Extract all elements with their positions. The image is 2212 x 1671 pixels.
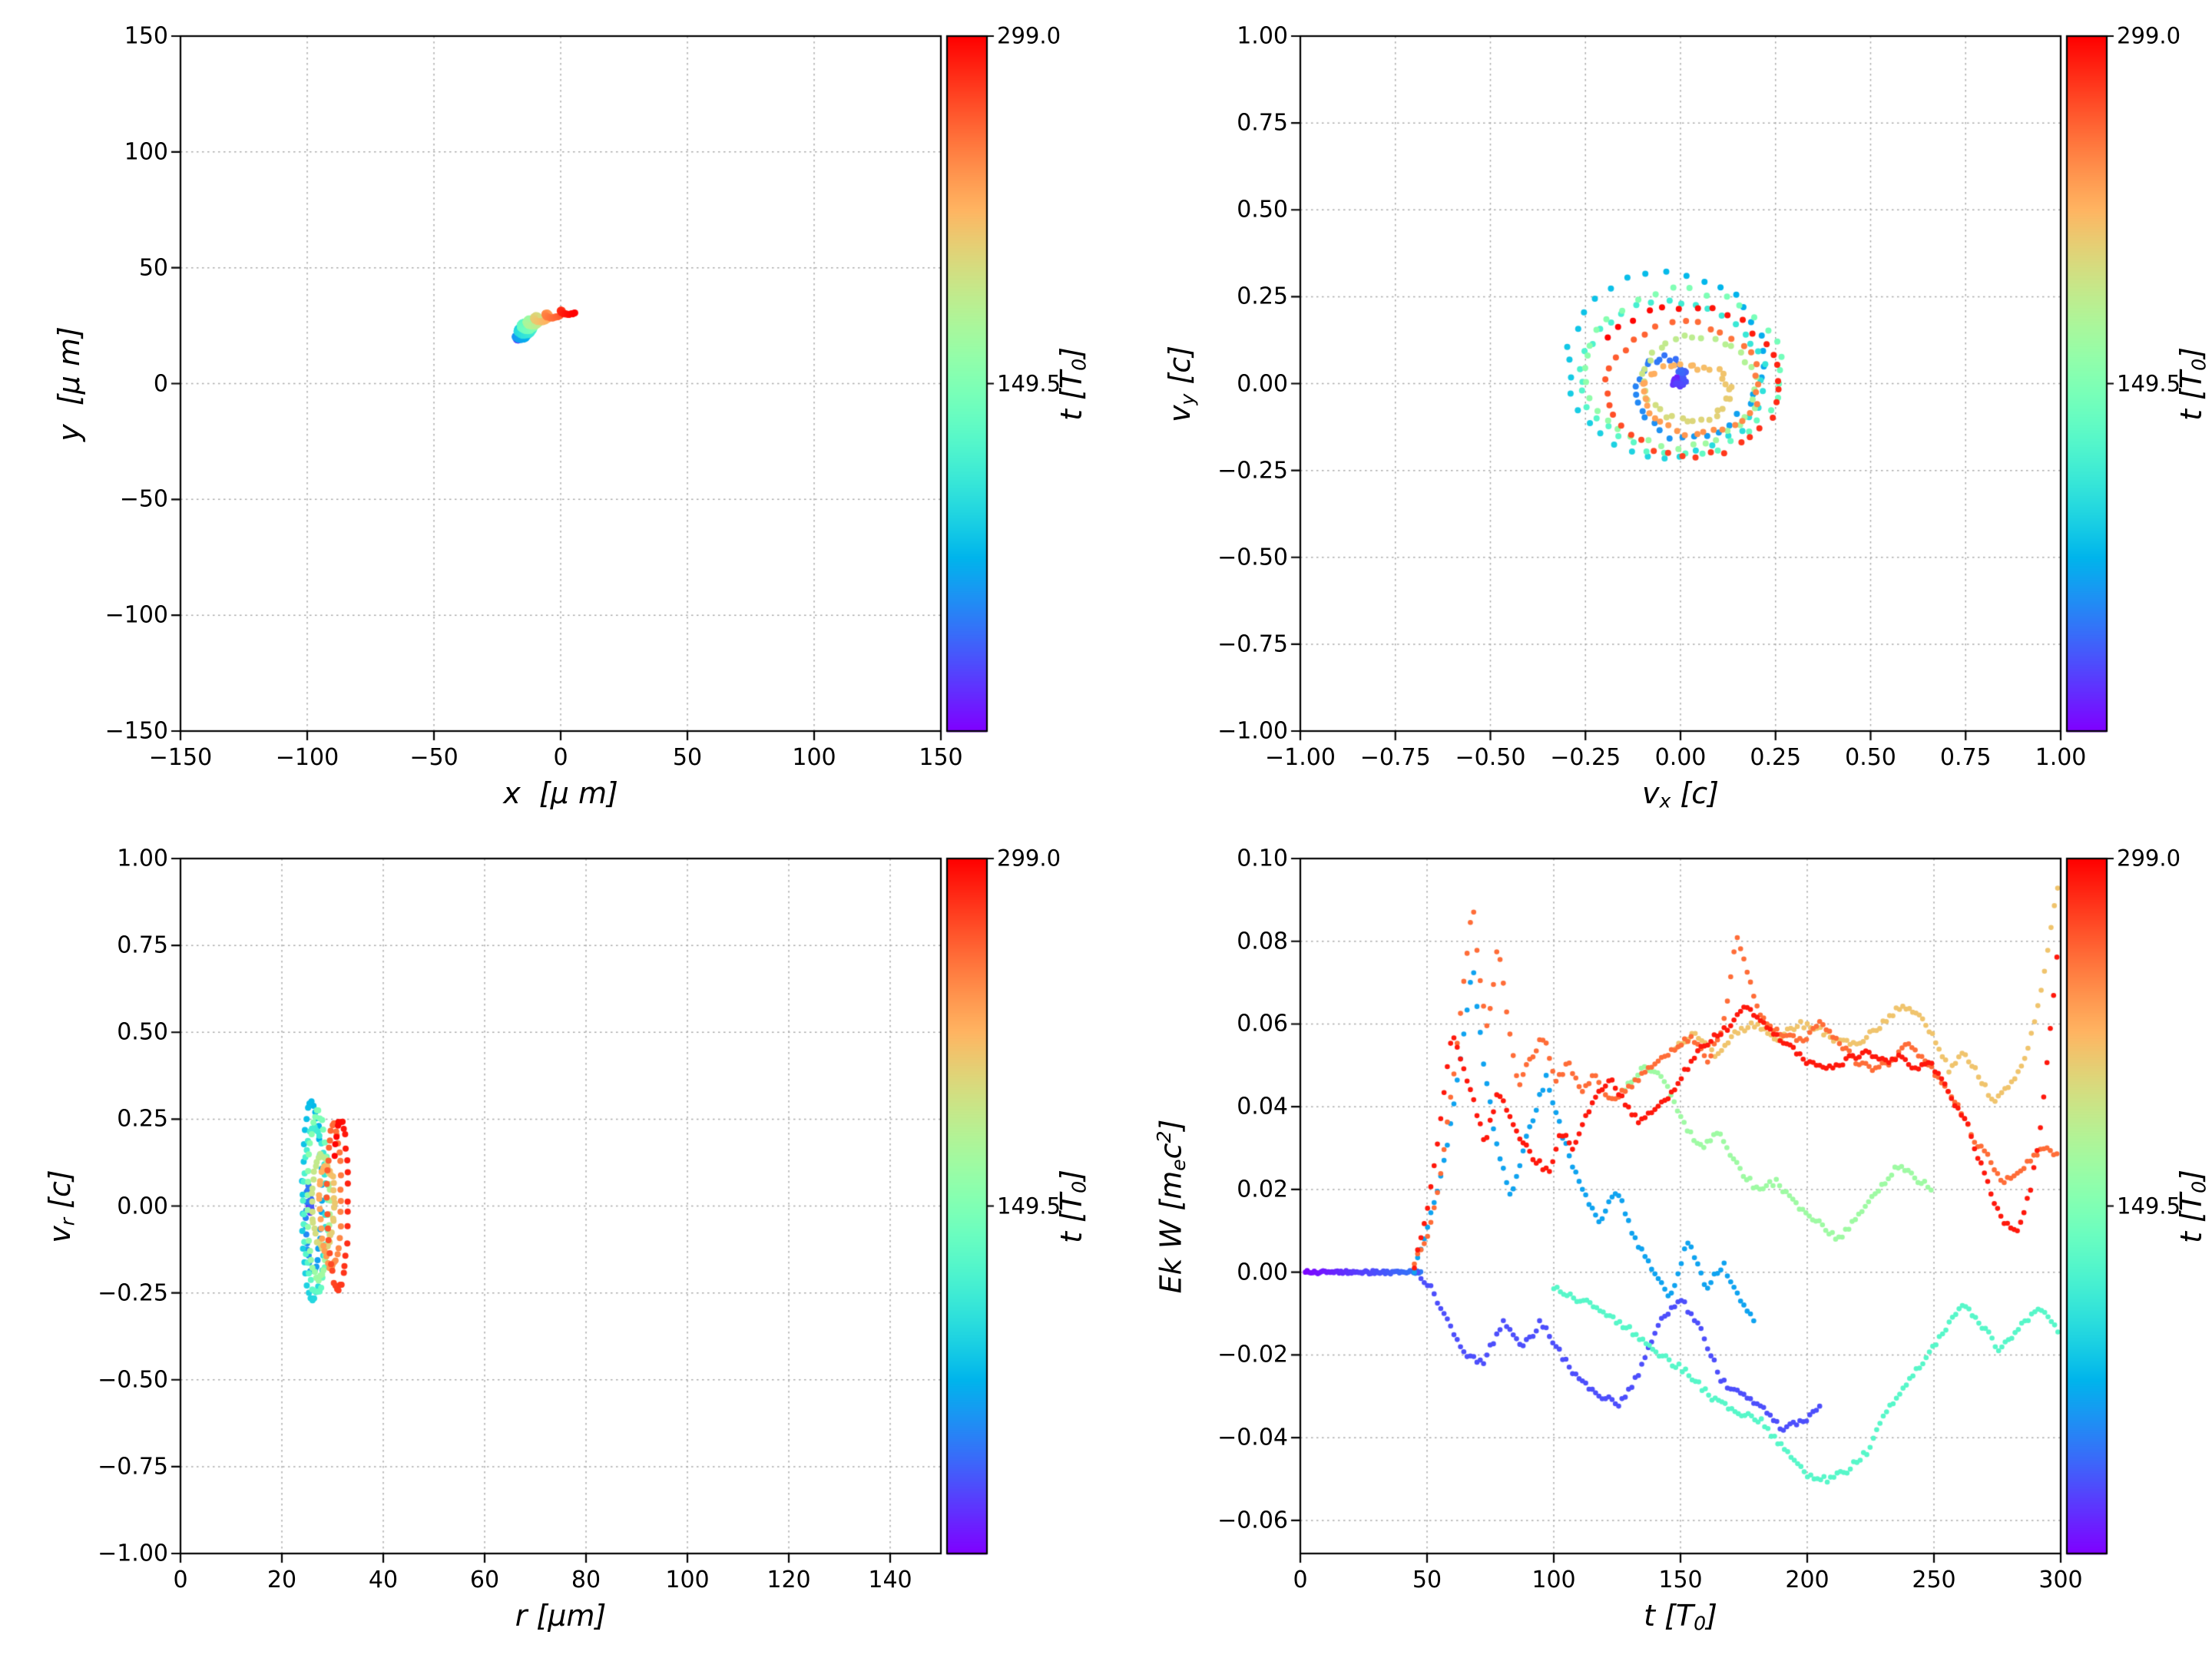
figure-canvas xyxy=(0,0,2212,1671)
figure: −150 −100 −50 0 50 100 150 −150 −100 −50 0 50 100 150… xyxy=(0,0,2212,1671)
